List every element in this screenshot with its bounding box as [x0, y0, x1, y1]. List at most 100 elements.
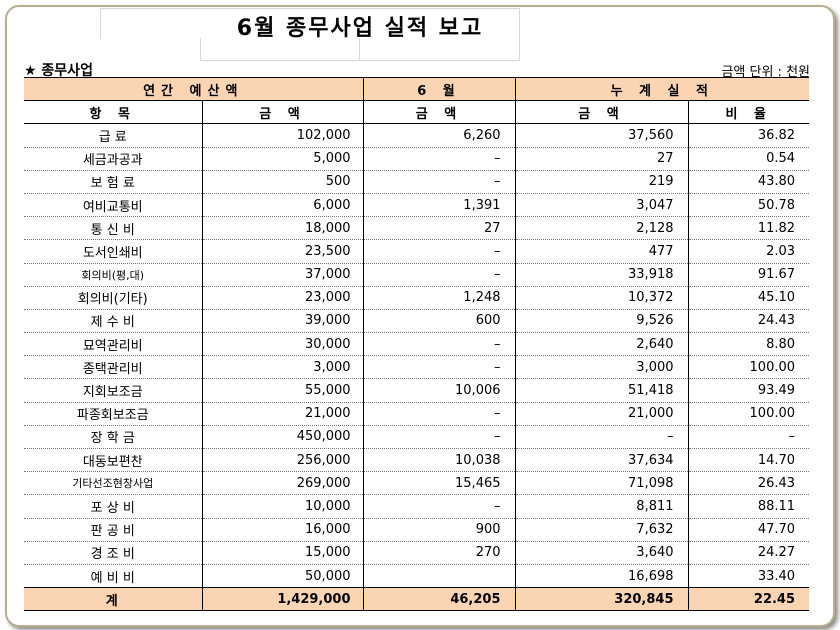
row-june: –: [363, 332, 516, 357]
row-item: 회의비(평,대): [24, 263, 203, 287]
total-budget: 1,429,000: [202, 587, 364, 612]
row-cumulative: 16,698: [515, 564, 689, 589]
table-row: 묘역관리비 30,000–2,640 8.80: [24, 332, 810, 357]
row-rate: 11.82: [688, 216, 810, 241]
header-june: 6 월: [363, 76, 516, 102]
row-item: 대동보편찬: [24, 448, 203, 473]
row-budget: 30,000: [202, 332, 364, 357]
table-row: 판 공 비 16,000 900 7,632 47.70: [24, 518, 810, 542]
row-rate: 50.78: [688, 193, 810, 218]
header-rate: 비 율: [688, 100, 810, 125]
section-label: ★ 종무사업: [24, 63, 93, 79]
row-item: 통 신 비: [24, 216, 203, 241]
row-june: –: [363, 425, 516, 450]
row-june: –: [363, 263, 516, 287]
row-cumulative: 2,640: [515, 332, 689, 357]
row-budget: 16,000: [202, 518, 364, 542]
row-item: 도서인쇄비: [24, 239, 203, 264]
row-rate: 45.10: [688, 286, 810, 310]
row-budget: 269,000: [202, 471, 364, 496]
row-cumulative: 3,000: [515, 355, 689, 380]
row-rate: 8.80: [688, 332, 810, 357]
header-row-sub: 항 목 금 액 금 액 금 액 비 율: [24, 100, 810, 125]
header-budget-amount: 금 액: [202, 100, 364, 125]
row-item: 묘역관리비: [24, 332, 203, 357]
total-row: 계 1,429,000 46,205 320,845 22.45: [24, 587, 810, 612]
row-cumulative: 219: [515, 170, 689, 194]
row-budget: 23,000: [202, 286, 364, 310]
row-rate: 0.54: [688, 147, 810, 171]
row-june: 600: [363, 309, 516, 334]
page-title: 6월 종무사업 실적 보고: [236, 16, 484, 41]
row-cumulative: 21,000: [515, 402, 689, 426]
row-rate: –: [688, 425, 810, 450]
row-rate: 2.03: [688, 239, 810, 264]
row-june: –: [363, 355, 516, 380]
report-table: 연간 예산액 6 월 누 계 실 적 항 목 금 액 금 액 금 액 비 율 급…: [24, 76, 810, 612]
row-item: 지회보조금: [24, 378, 203, 403]
total-june: 46,205: [363, 587, 516, 612]
table-row: 기타선조현창사업 269,000 15,465 71,098 26.43: [24, 471, 810, 496]
row-budget: 23,500: [202, 239, 364, 264]
row-rate: 43.80: [688, 170, 810, 194]
row-june: 27: [363, 216, 516, 241]
table-row: 파종회보조금 21,000–21,000 100.00: [24, 402, 810, 426]
row-cumulative: 71,098: [515, 471, 689, 496]
row-item: 판 공 비: [24, 518, 203, 542]
row-rate: 93.49: [688, 378, 810, 403]
row-item: 회의비(기타): [24, 286, 203, 310]
row-june: 10,038: [363, 448, 516, 473]
row-budget: 500: [202, 170, 364, 194]
total-cumulative: 320,845: [515, 587, 689, 612]
row-cumulative: 7,632: [515, 518, 689, 542]
row-cumulative: 37,634: [515, 448, 689, 473]
table-row: 도서인쇄비 23,500–477 2.03: [24, 239, 810, 264]
row-rate: 88.11: [688, 494, 810, 519]
table-row: 대동보편찬 256,000 10,038 37,634 14.70: [24, 448, 810, 473]
row-item: 예 비 비: [24, 564, 203, 589]
row-item: 파종회보조금: [24, 402, 203, 426]
row-budget: 50,000: [202, 564, 364, 589]
row-cumulative: 9,526: [515, 309, 689, 334]
row-june: –: [363, 494, 516, 519]
title-box: [100, 8, 520, 39]
row-june: –: [363, 170, 516, 194]
row-item: 여비교통비: [24, 193, 203, 218]
row-budget: 6,000: [202, 193, 364, 218]
table-row: 예 비 비 50,000 16,698 33.40: [24, 564, 810, 589]
row-cumulative: 3,640: [515, 541, 689, 565]
row-june: 900: [363, 518, 516, 542]
header-row-top: 연간 예산액 6 월 누 계 실 적: [24, 76, 810, 102]
row-june: [363, 564, 516, 589]
row-item: 보 험 료: [24, 170, 203, 194]
row-budget: 10,000: [202, 494, 364, 519]
row-budget: 21,000: [202, 402, 364, 426]
row-rate: 26.43: [688, 471, 810, 496]
row-item: 기타선조현창사업: [24, 471, 203, 496]
row-cumulative: 2,128: [515, 216, 689, 241]
row-budget: 5,000: [202, 147, 364, 171]
row-cumulative: 8,811: [515, 494, 689, 519]
header-cumulative: 누 계 실 적: [515, 76, 810, 102]
table-row: 지회보조금 55,000 10,006 51,418 93.49: [24, 378, 810, 403]
row-june: 15,465: [363, 471, 516, 496]
row-june: 1,391: [363, 193, 516, 218]
table-row: 포 상 비 10,000–8,811 88.11: [24, 494, 810, 519]
row-rate: 100.00: [688, 402, 810, 426]
table-row: 장 학 금 450,000– – –: [24, 425, 810, 450]
unit-label: 금액 단위 : 천원: [721, 65, 810, 80]
row-cumulative: 477: [515, 239, 689, 264]
row-rate: 91.67: [688, 263, 810, 287]
row-june: –: [363, 402, 516, 426]
row-item: 포 상 비: [24, 494, 203, 519]
row-rate: 24.43: [688, 309, 810, 334]
row-rate: 14.70: [688, 448, 810, 473]
header-cum-amount: 금 액: [515, 100, 689, 125]
row-budget: 37,000: [202, 263, 364, 287]
table-row: 회의비(평,대) 37,000–33,918 91.67: [24, 263, 810, 287]
row-budget: 102,000: [202, 123, 364, 148]
row-budget: 55,000: [202, 378, 364, 403]
row-item: 장 학 금: [24, 425, 203, 450]
table-row: 경 조 비 15,000 270 3,640 24.27: [24, 541, 810, 565]
row-cumulative: 27: [515, 147, 689, 171]
